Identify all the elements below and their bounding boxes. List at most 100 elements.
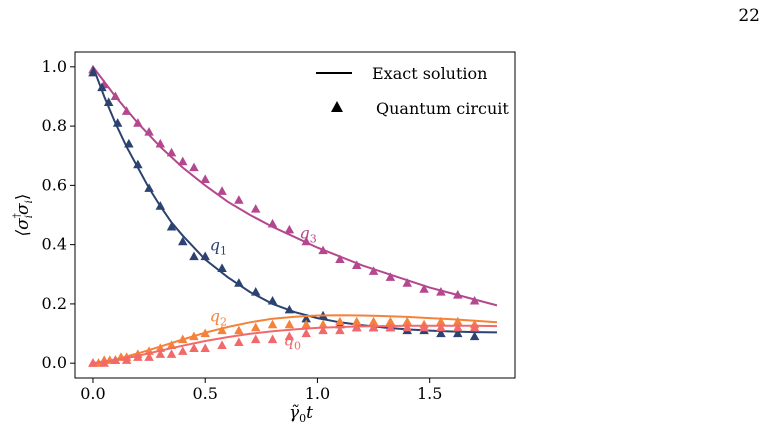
circuit-point-q1 xyxy=(284,304,295,314)
circuit-point-q0 xyxy=(166,349,177,358)
circuit-point-q3 xyxy=(385,272,396,281)
circuit-point-q1 xyxy=(178,236,188,246)
circuit-point-q0 xyxy=(217,340,227,349)
circuit-point-q3 xyxy=(267,218,278,228)
circuit-point-q2 xyxy=(368,316,379,326)
circuit-point-q2 xyxy=(436,316,446,326)
y-tick-label: 0.6 xyxy=(42,175,67,194)
circuit-point-q0 xyxy=(335,325,345,335)
circuit-point-q3 xyxy=(110,91,121,101)
circuit-point-q0 xyxy=(133,352,143,361)
circuit-point-q1 xyxy=(133,159,143,169)
y-axis-label: ⟨σ†iσi⟩ xyxy=(12,194,35,237)
circuit-point-q3 xyxy=(351,260,362,269)
circuit-point-q1 xyxy=(155,201,166,210)
circuit-point-q0 xyxy=(402,322,412,332)
y-tick-label: 0.4 xyxy=(42,235,67,254)
x-tick-label: 1.5 xyxy=(417,384,442,403)
circuit-point-q3 xyxy=(200,174,210,184)
svg-text:γ̃0t: γ̃0t xyxy=(289,403,313,425)
circuit-point-q0 xyxy=(155,349,166,358)
circuit-point-q2 xyxy=(234,325,244,335)
circuit-point-q0 xyxy=(99,358,109,367)
circuit-point-q1 xyxy=(436,328,446,338)
circuit-point-q1 xyxy=(103,97,114,106)
circuit-point-q0 xyxy=(368,322,379,332)
y-tick-label: 1.0 xyxy=(42,57,67,76)
circuit-point-q1 xyxy=(88,67,98,77)
svg-text:⟨σ†iσi⟩: ⟨σ†iσi⟩ xyxy=(12,194,35,237)
x-tick-label: 0.0 xyxy=(80,384,105,403)
series-q3: q3 xyxy=(88,64,498,307)
page-number: 22 xyxy=(738,6,760,26)
circuit-point-q3 xyxy=(144,127,154,136)
circuit-point-q0 xyxy=(469,322,480,332)
circuit-point-q1 xyxy=(234,278,244,287)
circuit-point-q2 xyxy=(318,319,328,329)
x-tick-label: 0.5 xyxy=(192,384,217,403)
circuit-point-q2 xyxy=(301,319,311,329)
circuit-point-q1 xyxy=(144,183,154,192)
circuit-point-q2 xyxy=(335,316,345,326)
circuit-point-q0 xyxy=(144,352,154,361)
circuit-point-q3 xyxy=(419,284,429,293)
circuit-point-q1 xyxy=(124,138,134,148)
circuit-point-q0 xyxy=(200,343,210,352)
circuit-point-q0 xyxy=(318,325,328,335)
circuit-point-q2 xyxy=(351,316,362,326)
circuit-point-q3 xyxy=(250,204,261,213)
circuit-point-q2 xyxy=(178,334,188,344)
circuit-point-q0 xyxy=(351,322,362,332)
circuit-point-q3 xyxy=(301,236,311,246)
circuit-point-q3 xyxy=(318,245,328,255)
circuit-point-q2 xyxy=(217,325,227,335)
series-label-q0: q0 xyxy=(284,330,301,352)
circuit-point-q0 xyxy=(453,322,463,332)
circuit-point-q0 xyxy=(234,337,244,347)
circuit-point-q3 xyxy=(155,138,166,148)
circuit-point-q3 xyxy=(469,295,480,305)
x-tick-label: 1.0 xyxy=(305,384,330,403)
legend-triangle-marker xyxy=(331,101,343,112)
circuit-point-q0 xyxy=(301,328,311,338)
circuit-point-q3 xyxy=(368,266,379,275)
y-tick-label: 0.2 xyxy=(42,294,67,313)
circuit-point-q1 xyxy=(166,221,177,231)
circuit-point-q0 xyxy=(110,355,121,364)
circuit-point-q3 xyxy=(453,290,463,299)
circuit-point-q3 xyxy=(121,106,132,115)
circuit-point-q2 xyxy=(402,316,412,326)
circuit-point-q2 xyxy=(284,319,295,329)
circuit-point-q3 xyxy=(436,287,446,296)
circuit-point-q2 xyxy=(200,328,210,338)
circuit-point-q2 xyxy=(453,316,463,326)
circuit-point-q0 xyxy=(250,334,261,344)
circuit-point-q3 xyxy=(166,147,177,157)
circuit-point-q0 xyxy=(178,346,188,355)
circuit-point-q3 xyxy=(189,162,199,172)
circuit-point-q1 xyxy=(200,251,210,261)
circuit-point-q0 xyxy=(385,322,396,332)
series-label-q2: q2 xyxy=(210,307,227,329)
circuit-point-q1 xyxy=(189,251,199,261)
circuit-point-q3 xyxy=(234,195,244,204)
y-tick-label: 0.8 xyxy=(42,116,67,135)
legend-label-circuit: Quantum circuit xyxy=(376,99,509,118)
circuit-point-q1 xyxy=(112,118,123,127)
circuit-point-q1 xyxy=(250,287,261,296)
series-q0: q0 xyxy=(88,322,498,367)
circuit-point-q3 xyxy=(217,186,227,195)
circuit-point-q3 xyxy=(178,156,188,166)
circuit-point-q1 xyxy=(453,328,463,338)
circuit-point-q3 xyxy=(284,224,295,234)
circuit-point-q1 xyxy=(97,82,107,92)
circuit-point-q3 xyxy=(402,278,412,287)
circuit-point-q1 xyxy=(469,331,480,341)
circuit-point-q0 xyxy=(189,343,199,352)
circuit-point-q1 xyxy=(217,263,227,272)
y-tick-label: 0.0 xyxy=(42,353,67,372)
circuit-point-q0 xyxy=(436,322,446,332)
series-label-q3: q3 xyxy=(299,224,316,246)
circuit-point-q2 xyxy=(385,316,396,326)
